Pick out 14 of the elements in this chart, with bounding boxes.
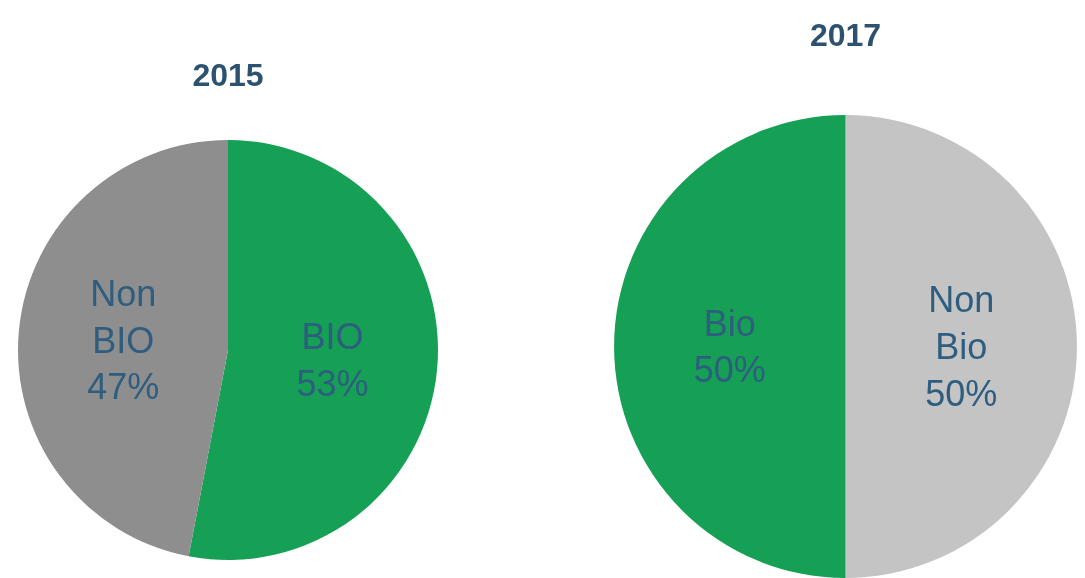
slice-label: BIO <box>301 315 364 357</box>
chart-title: 2015 <box>192 57 264 94</box>
slice-label: Non BIO <box>90 272 157 361</box>
pie-slice <box>188 140 438 560</box>
slice-label: Non Bio <box>928 279 995 367</box>
data-label: 50% <box>693 349 766 391</box>
data-label: 53% <box>296 362 369 404</box>
data-label: 50% <box>925 372 998 414</box>
data-label: 47% <box>87 366 160 408</box>
pie-slice <box>18 140 228 557</box>
slice-label: Bio <box>703 302 756 344</box>
pie-slice <box>614 115 846 578</box>
pie-slice <box>845 115 1077 578</box>
chart-title: 2017 <box>809 17 882 54</box>
